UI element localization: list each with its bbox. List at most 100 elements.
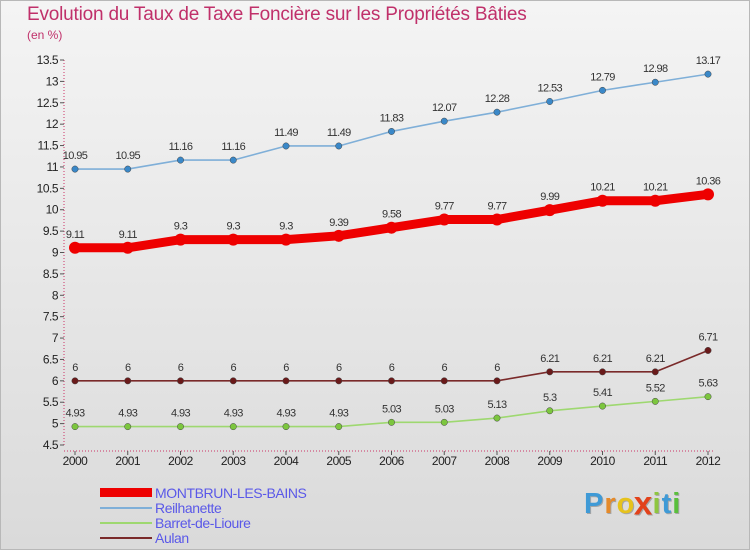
- data-point-montbrun-les-bains: [649, 194, 662, 207]
- data-point-reilhanette: [282, 142, 290, 150]
- data-label-reilhanette: 10.95: [115, 150, 140, 162]
- legend-item-reilhanette[interactable]: Reilhanette: [100, 500, 360, 516]
- y-tick-label: 10.5: [37, 181, 59, 195]
- data-point-aulan: [71, 377, 79, 385]
- data-label-montbrun-les-bains: 10.36: [696, 175, 721, 187]
- data-label-reilhanette: 12.79: [590, 71, 615, 83]
- legend-swatch-reilhanette: [100, 507, 152, 509]
- data-point-montbrun-les-bains: [491, 213, 503, 226]
- data-label-barret-de-lioure: 4.93: [171, 408, 190, 420]
- legend-swatch-barret: [100, 522, 152, 524]
- data-point-aulan: [704, 347, 712, 354]
- data-label-aulan: 6: [494, 362, 500, 374]
- data-point-reilhanette: [493, 108, 501, 116]
- data-label-reilhanette: 11.83: [380, 112, 404, 124]
- data-label-reilhanette: 12.07: [432, 102, 457, 114]
- data-label-barret-de-lioure: 5.3: [543, 392, 557, 404]
- y-tick-label: 9.5: [43, 224, 59, 238]
- data-point-montbrun-les-bains: [702, 188, 714, 201]
- data-point-reilhanette: [335, 142, 343, 150]
- data-point-montbrun-les-bains: [227, 233, 240, 246]
- x-tick-label: 2004: [274, 454, 300, 468]
- data-point-aulan: [440, 377, 448, 385]
- legend-item-montbrun[interactable]: MONTBRUN-LES-BAINS: [100, 485, 360, 501]
- data-label-aulan: 6: [441, 362, 447, 374]
- logo-letter: r: [604, 488, 617, 520]
- data-label-montbrun-les-bains: 9.77: [487, 201, 506, 213]
- y-tick-label: 12.5: [37, 96, 59, 110]
- data-point-barret-de-lioure: [335, 423, 343, 431]
- legend-item-barret[interactable]: Barret-de-Lioure: [100, 515, 360, 531]
- data-point-barret-de-lioure: [229, 423, 237, 431]
- y-tick-label: 6: [52, 374, 59, 388]
- data-label-barret-de-lioure: 5.03: [435, 403, 454, 415]
- data-label-montbrun-les-bains: 9.77: [435, 201, 454, 213]
- x-tick-label: 2012: [696, 454, 722, 468]
- data-point-reilhanette: [71, 165, 79, 173]
- data-point-barret-de-lioure: [651, 397, 659, 405]
- series-line-montbrun-les-bains: [70, 189, 713, 253]
- logo-letter: i: [652, 488, 662, 520]
- data-label-aulan: 6.21: [646, 353, 665, 365]
- data-label-reilhanette: 11.16: [169, 141, 193, 153]
- data-point-barret-de-lioure: [71, 423, 79, 431]
- data-point-aulan: [599, 368, 606, 376]
- y-tick-label: 5.5: [43, 395, 59, 409]
- logo-letter: o: [616, 488, 636, 520]
- data-label-aulan: 6: [178, 362, 184, 374]
- data-point-montbrun-les-bains: [596, 194, 609, 207]
- data-point-montbrun-les-bains: [174, 233, 187, 246]
- y-tick-label: 10: [46, 203, 59, 217]
- data-point-aulan: [335, 377, 343, 385]
- x-tick-label: 2002: [168, 454, 194, 468]
- legend-item-aulan[interactable]: Aulan: [100, 530, 360, 546]
- data-label-reilhanette: 11.49: [274, 127, 298, 139]
- logo-letter: P: [584, 488, 605, 520]
- data-point-aulan: [651, 368, 659, 376]
- data-point-aulan: [177, 377, 184, 385]
- y-tick-label: 5: [52, 417, 59, 431]
- y-tick-label: 9: [52, 246, 59, 260]
- data-label-barret-de-lioure: 5.63: [698, 378, 717, 390]
- x-tick-label: 2007: [432, 454, 458, 468]
- data-label-aulan: 6.71: [698, 331, 717, 343]
- data-point-montbrun-les-bains: [438, 213, 451, 226]
- data-label-montbrun-les-bains: 9.3: [174, 221, 188, 233]
- data-label-montbrun-les-bains: 9.3: [279, 221, 293, 233]
- data-point-aulan: [388, 377, 395, 385]
- data-label-barret-de-lioure: 5.52: [646, 382, 665, 394]
- data-label-reilhanette: 13.17: [696, 55, 721, 67]
- data-label-aulan: 6.21: [593, 353, 612, 365]
- data-point-aulan: [546, 368, 554, 376]
- y-tick-label: 6.5: [43, 352, 59, 366]
- data-label-aulan: 6: [283, 362, 289, 374]
- data-point-montbrun-les-bains: [385, 221, 398, 234]
- data-point-barret-de-lioure: [493, 414, 501, 422]
- data-point-reilhanette: [177, 156, 184, 164]
- data-point-reilhanette: [124, 165, 132, 173]
- data-label-montbrun-les-bains: 9.3: [227, 221, 241, 233]
- proxiti-logo: Proxiti: [584, 486, 682, 523]
- data-label-aulan: 6: [336, 362, 342, 374]
- data-point-barret-de-lioure: [388, 418, 395, 426]
- y-tick-label: 7: [52, 331, 59, 345]
- axes: 4.5 5 5.5 6 6.5 7 7.5 8 8.5 9 9.5 10 10.5 11 11.5 12 12.…: [37, 53, 722, 468]
- x-tick-label: 2008: [485, 454, 511, 468]
- x-tick-label: 2010: [590, 454, 616, 468]
- legend-swatch-montbrun: [100, 488, 152, 497]
- x-tick-label: 2003: [221, 454, 247, 468]
- data-point-aulan: [282, 377, 290, 385]
- data-point-reilhanette: [599, 86, 606, 94]
- data-label-barret-de-lioure: 4.93: [329, 408, 348, 420]
- data-point-aulan: [493, 377, 501, 385]
- y-tick-label: 11.5: [38, 139, 59, 153]
- y-tick-label: 11: [47, 160, 59, 174]
- data-label-montbrun-les-bains: 10.21: [643, 182, 668, 194]
- y-tick-label: 8.5: [43, 267, 59, 281]
- logo-letter: i: [672, 488, 682, 520]
- data-label-barret-de-lioure: 4.93: [276, 408, 295, 420]
- data-label-reilhanette: 11.49: [327, 127, 351, 139]
- data-label-barret-de-lioure: 4.93: [118, 408, 137, 420]
- data-label-barret-de-lioure: 5.13: [487, 399, 506, 411]
